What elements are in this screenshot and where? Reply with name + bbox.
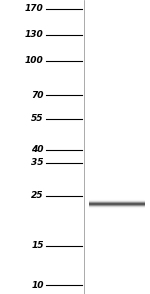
Text: 55: 55 <box>31 114 44 123</box>
Text: 130: 130 <box>25 31 44 39</box>
Text: 25: 25 <box>31 191 44 200</box>
Text: 35: 35 <box>31 158 44 168</box>
Text: 10: 10 <box>31 281 44 290</box>
Text: 40: 40 <box>31 146 44 154</box>
Text: 100: 100 <box>25 56 44 65</box>
Text: 70: 70 <box>31 91 44 100</box>
Text: 15: 15 <box>31 241 44 250</box>
Text: 170: 170 <box>25 4 44 13</box>
